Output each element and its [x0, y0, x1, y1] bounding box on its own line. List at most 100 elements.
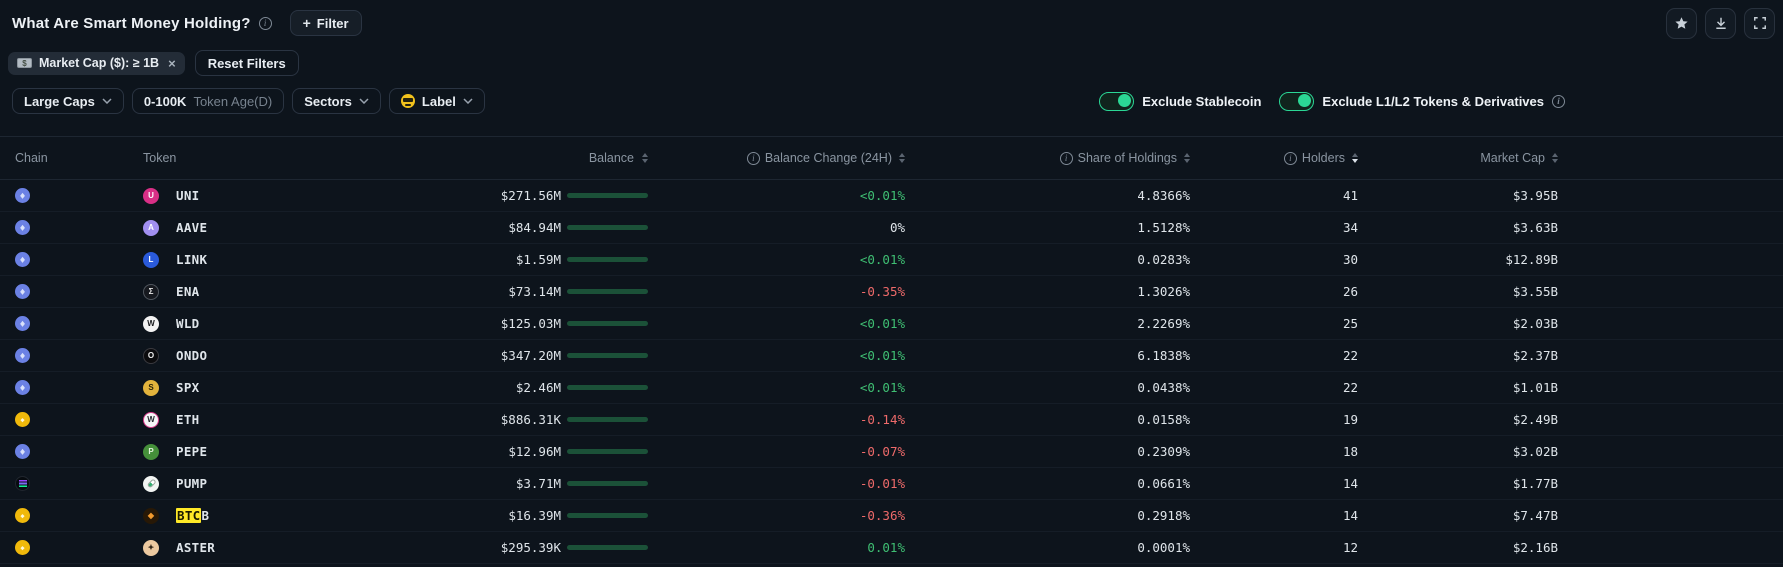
balance-value: $347.20M — [500, 348, 561, 363]
balance-value: $1.59M — [515, 252, 561, 267]
exclude-l1l2-toggle[interactable] — [1279, 91, 1315, 111]
ondo-token-icon: O — [143, 347, 159, 364]
table-row-uni[interactable]: ◆ U UNI $271.56M <0.01% 4.8366% 41 $3.95B — [0, 180, 1783, 212]
close-icon[interactable]: × — [168, 55, 176, 71]
table-row-aster[interactable]: ◆ ✦ ASTER $295.39K 0.01% 0.0001% 12 $2.16B — [0, 532, 1783, 564]
header-cell-balance[interactable]: Balance — [458, 151, 648, 165]
table-row-aave[interactable]: ◆ A AAVE $84.94M 0% 1.5128% 34 $3.63B — [0, 212, 1783, 244]
cell-balance: $271.56M — [458, 188, 648, 203]
cell-chain: ◆ — [0, 348, 128, 363]
label-dropdown[interactable]: Label — [388, 88, 485, 114]
token-age-filter[interactable]: 0-100K Token Age(D) — [131, 88, 285, 114]
sort-asc-arrow — [1184, 153, 1190, 157]
cell-market-cap: $7.47B — [1512, 508, 1558, 523]
table-row-pepe[interactable]: ◆ P PEPE $12.96M -0.07% 0.2309% 18 $3.02B — [0, 436, 1783, 468]
table-row-eth[interactable]: ◆ W ETH $886.31K -0.14% 0.0158% 19 $2.49B — [0, 404, 1783, 436]
header-cell-share[interactable]: i Share of Holdings — [905, 151, 1190, 165]
header-cell-mcap[interactable]: Market Cap — [1358, 151, 1558, 165]
favorite-button[interactable] — [1666, 7, 1697, 39]
bnb-chain-icon: ◆ — [15, 540, 30, 555]
cell-balance-change: 0% — [889, 220, 905, 235]
balance-value: $3.71M — [515, 476, 561, 491]
cell-market-cap: $3.95B — [1512, 188, 1558, 203]
table-row-ena[interactable]: ◆ Σ ENA $73.14M -0.35% 1.3026% 26 $3.55B — [0, 276, 1783, 308]
market-cap-filter-chip[interactable]: $ Market Cap ($): ≥ 1B × — [8, 51, 185, 75]
cell-holders: 22 — [1342, 380, 1358, 395]
cell-token: W WLD — [128, 315, 458, 332]
balance-value: $2.46M — [515, 380, 561, 395]
info-icon[interactable]: i — [1059, 151, 1073, 165]
header-label-mcap: Market Cap — [1480, 151, 1545, 165]
table-row-pump[interactable]: PUMP $3.71M -0.01% 0.0661% 14 $1.77B — [0, 468, 1783, 500]
exclude-stablecoin-toggle[interactable] — [1099, 91, 1135, 111]
cell-chain: ◆ — [0, 380, 128, 395]
info-icon[interactable]: i — [746, 151, 760, 165]
cell-share-of-holdings: 0.0158% — [1137, 412, 1190, 427]
cell-chain: ◆ — [0, 316, 128, 331]
cell-market-cap: $3.63B — [1512, 220, 1558, 235]
exclude-l1l2-toggle-item: Exclude L1/L2 Tokens & Derivatives i — [1279, 91, 1565, 111]
download-button[interactable] — [1705, 7, 1736, 39]
market-cap-preset-dropdown[interactable]: Large Caps — [12, 88, 124, 114]
header-label-share: Share of Holdings — [1077, 151, 1177, 165]
pepe-token-icon: P — [143, 443, 159, 460]
table-row-link[interactable]: ◆ L LINK $1.59M <0.01% 0.0283% 30 $12.89B — [0, 244, 1783, 276]
uni-token-icon: U — [143, 187, 159, 204]
link-token-icon: L — [143, 251, 159, 268]
cell-token: P PEPE — [128, 443, 458, 460]
add-filter-button[interactable]: + Filter — [289, 10, 362, 36]
eth-token-icon: W — [143, 411, 159, 428]
cell-balance: $16.39M — [458, 508, 648, 523]
cell-share-of-holdings: 4.8366% — [1137, 188, 1190, 203]
balance-bar — [567, 289, 648, 294]
cell-market-cap: $2.16B — [1512, 540, 1558, 555]
cell-balance-change: <0.01% — [859, 252, 905, 267]
token-age-value: 0-100K — [143, 93, 187, 109]
balance-bar — [567, 225, 648, 230]
plus-icon: + — [302, 15, 311, 31]
cell-chain: ◆ — [0, 252, 128, 267]
cell-share-of-holdings: 0.0661% — [1137, 476, 1190, 491]
sort-icon — [899, 153, 905, 163]
reset-filters-button[interactable]: Reset Filters — [194, 50, 299, 76]
table-row-spx[interactable]: ◆ S SPX $2.46M <0.01% 0.0438% 22 $1.01B — [0, 372, 1783, 404]
cell-holders: 12 — [1342, 540, 1358, 555]
bnb-chain-icon: ◆ — [15, 412, 30, 427]
balance-bar — [567, 193, 648, 198]
table-row-wld[interactable]: ◆ W WLD $125.03M <0.01% 2.2269% 25 $2.03B — [0, 308, 1783, 340]
cell-chain: ◆ — [0, 220, 128, 235]
sectors-dropdown[interactable]: Sectors — [292, 88, 381, 114]
balance-bar — [567, 481, 648, 486]
ethereum-chain-icon: ◆ — [15, 316, 30, 331]
info-icon[interactable]: i — [258, 16, 272, 30]
ena-token-icon: Σ — [143, 283, 159, 300]
ethereum-chain-icon: ◆ — [15, 444, 30, 459]
cell-market-cap: $2.49B — [1512, 412, 1558, 427]
balance-value: $73.14M — [508, 284, 561, 299]
table-row-btcb[interactable]: ◆ ◆ BTCB $16.39M -0.36% 0.2918% 14 $7.47B — [0, 500, 1783, 532]
header-cell-change[interactable]: i Balance Change (24H) — [648, 151, 905, 165]
table-row-ondo[interactable]: ◆ O ONDO $347.20M <0.01% 6.1838% 22 $2.37B — [0, 340, 1783, 372]
cell-balance-change: <0.01% — [859, 316, 905, 331]
cell-share-of-holdings: 1.5128% — [1137, 220, 1190, 235]
info-icon[interactable]: i — [1283, 151, 1297, 165]
cell-token: Σ ENA — [128, 283, 458, 300]
fullscreen-button[interactable] — [1744, 7, 1775, 39]
header-cell-holders[interactable]: i Holders — [1190, 151, 1358, 165]
cell-chain: ◆ — [0, 540, 128, 555]
ethereum-chain-icon: ◆ — [15, 252, 30, 267]
sort-desc-arrow — [642, 159, 648, 163]
info-icon[interactable]: i — [1552, 94, 1565, 108]
fullscreen-icon — [1753, 17, 1766, 29]
balance-value: $271.56M — [500, 188, 561, 203]
token-symbol: ETH — [176, 412, 200, 427]
pump-token-icon — [143, 475, 159, 492]
reset-filters-label: Reset Filters — [207, 55, 286, 71]
cell-share-of-holdings: 2.2269% — [1137, 316, 1190, 331]
sort-asc-arrow — [642, 153, 648, 157]
token-symbol: PEPE — [176, 444, 208, 459]
cell-balance: $1.59M — [458, 252, 648, 267]
cell-holders: 22 — [1342, 348, 1358, 363]
cell-market-cap: $12.89B — [1505, 252, 1558, 267]
balance-bar — [567, 545, 648, 550]
